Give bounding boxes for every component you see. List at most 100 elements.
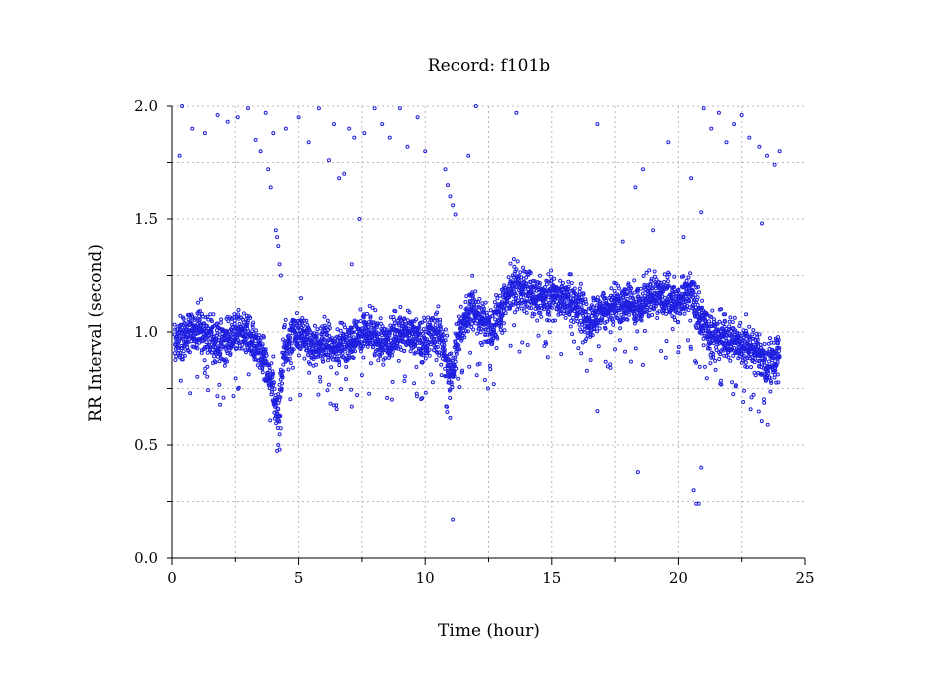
data-point: [644, 270, 649, 275]
data-point: [760, 221, 764, 226]
data-point: [583, 299, 588, 304]
data-point: [418, 338, 423, 343]
data-point: [676, 345, 681, 349]
data-point: [195, 374, 200, 379]
data-point: [442, 349, 447, 354]
data-point: [767, 359, 771, 364]
data-point: [447, 364, 452, 368]
data-point: [538, 273, 542, 278]
data-point: [714, 348, 719, 353]
data-point: [331, 403, 336, 408]
data-point: [402, 348, 407, 353]
data-point: [588, 358, 593, 362]
data-point: [625, 317, 630, 322]
data-point: [197, 317, 202, 322]
data-point: [608, 365, 613, 370]
data-point: [475, 362, 480, 367]
data-point: [215, 354, 220, 359]
data-point: [673, 318, 678, 322]
data-point: [194, 342, 199, 347]
data-point: [327, 158, 331, 163]
data-point: [314, 335, 319, 340]
data-point: [623, 349, 627, 354]
data-point: [515, 307, 520, 312]
data-point: [382, 327, 387, 331]
data-point: [761, 397, 766, 402]
data-point: [618, 326, 623, 331]
data-point: [519, 301, 524, 306]
data-point: [751, 392, 756, 397]
data-point: [544, 341, 549, 346]
data-point: [349, 404, 354, 409]
data-point: [512, 323, 517, 328]
data-point: [483, 300, 488, 305]
data-point: [197, 314, 202, 319]
data-point: [681, 235, 686, 240]
data-point: [520, 290, 525, 295]
data-point: [445, 410, 450, 414]
data-point: [259, 344, 264, 349]
data-point: [753, 373, 758, 378]
data-point: [739, 113, 744, 117]
data-point: [390, 379, 395, 384]
data-point: [568, 324, 573, 329]
data-point: [613, 303, 618, 308]
data-point: [390, 349, 395, 354]
data-point: [216, 347, 221, 352]
data-point: [314, 331, 319, 336]
data-point: [299, 296, 304, 301]
data-point: [752, 360, 757, 365]
data-point: [578, 281, 583, 286]
data-point: [494, 346, 499, 350]
data-point: [590, 304, 595, 309]
data-point: [358, 319, 363, 323]
data-point: [205, 314, 210, 319]
data-point: [187, 350, 192, 355]
data-point: [450, 385, 455, 390]
data-point: [642, 310, 647, 315]
data-point: [570, 307, 575, 312]
data-point: [436, 327, 441, 332]
data-point: [488, 367, 493, 372]
data-point: [765, 153, 769, 158]
data-point: [702, 364, 707, 369]
data-point: [344, 364, 349, 369]
data-point: [268, 418, 273, 423]
data-point: [245, 320, 250, 325]
data-point: [280, 369, 285, 374]
data-point: [219, 341, 224, 346]
data-point: [466, 153, 471, 158]
data-point: [563, 315, 568, 320]
data-point: [318, 375, 322, 380]
data-point: [571, 320, 576, 325]
data-point: [410, 319, 415, 324]
data-point: [281, 362, 286, 367]
data-point: [228, 353, 233, 357]
data-point: [246, 372, 251, 377]
data-point: [175, 327, 179, 332]
data-point: [447, 357, 451, 362]
data-point: [212, 354, 217, 359]
data-point: [350, 325, 355, 330]
data-point: [684, 278, 689, 283]
data-point: [387, 353, 392, 358]
data-point: [694, 300, 698, 304]
data-point: [757, 144, 762, 149]
data-point: [654, 277, 659, 282]
data-point: [321, 359, 326, 364]
data-point: [560, 281, 565, 285]
data-point: [207, 340, 212, 345]
data-point: [569, 281, 574, 285]
data-point: [591, 298, 596, 303]
data-point: [696, 284, 700, 289]
data-point: [529, 306, 534, 311]
data-point: [700, 298, 705, 303]
data-point: [199, 297, 203, 302]
data-point: [717, 357, 722, 362]
data-point: [539, 314, 544, 319]
data-point: [649, 279, 654, 283]
data-point: [268, 185, 273, 190]
data-point: [546, 272, 551, 277]
data-point: [734, 383, 738, 388]
